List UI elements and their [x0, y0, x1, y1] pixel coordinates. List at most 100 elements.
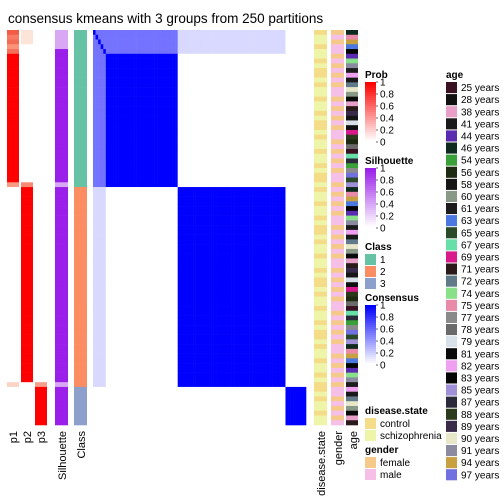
consensus-cell: [298, 39, 302, 45]
consensus-cell: [213, 139, 217, 145]
consensus-cell: [146, 139, 150, 145]
consensus-cell: [193, 53, 196, 59]
consensus-cell: [244, 139, 248, 145]
consensus-cell: [221, 91, 225, 97]
consensus-cell: [200, 177, 204, 183]
consensus-cell: [277, 101, 281, 107]
consensus-cell: [162, 110, 166, 116]
consensus-cell: [229, 87, 232, 93]
consensus-cell: [136, 168, 140, 174]
silhouette-cell: [55, 158, 68, 164]
consensus-cell: [221, 168, 225, 174]
consensus-cell: [175, 263, 178, 269]
consensus-cell: [146, 229, 150, 235]
consensus-cell: [113, 129, 117, 135]
class-cell: [74, 82, 87, 88]
consensus-cell: [157, 148, 161, 155]
consensus-cell: [282, 106, 286, 112]
consensus-cell: [136, 125, 140, 131]
consensus-cell: [282, 39, 286, 45]
consensus-cell: [288, 134, 291, 140]
consensus-cell: [187, 129, 191, 135]
consensus-cell: [134, 96, 137, 102]
consensus-cell: [108, 148, 112, 155]
consensus-cell: [136, 115, 140, 121]
consensus-cell: [244, 63, 248, 69]
consensus-cell: [229, 139, 232, 145]
consensus-cell: [95, 253, 99, 259]
consensus-cell: [195, 177, 199, 183]
consensus-cell: [223, 168, 227, 174]
consensus-cell: [110, 34, 114, 40]
consensus-cell: [195, 168, 199, 174]
consensus-cell: [280, 286, 284, 293]
consensus-cell: [177, 248, 181, 254]
prob-cell: [7, 306, 19, 312]
consensus-cell: [198, 286, 202, 293]
consensus-cell: [159, 82, 163, 88]
consensus-cell: [290, 248, 294, 254]
consensus-cell: [221, 53, 225, 59]
consensus-cell: [244, 215, 248, 221]
prob-cell: [7, 277, 19, 283]
consensus-cell: [141, 82, 145, 88]
consensus-cell: [128, 82, 132, 88]
consensus-cell: [239, 220, 243, 226]
consensus-cell: [185, 158, 189, 164]
consensus-cell: [236, 206, 240, 212]
consensus-cell: [295, 267, 299, 274]
consensus-cell: [177, 225, 181, 231]
consensus-cell: [139, 215, 143, 221]
consensus-cell: [226, 177, 230, 183]
class-cell: [74, 168, 87, 174]
prob-cell: [21, 363, 33, 369]
consensus-cell: [152, 168, 155, 174]
consensus-cell: [200, 129, 204, 135]
consensus-cell: [149, 248, 153, 254]
consensus-cell: [229, 49, 232, 55]
consensus-cell: [300, 58, 304, 64]
consensus-cell: [118, 34, 122, 40]
consensus-cell: [98, 168, 101, 174]
consensus-cell: [108, 253, 112, 259]
consensus-cell: [144, 210, 148, 216]
consensus-cell: [123, 182, 127, 188]
consensus-cell: [300, 34, 304, 40]
consensus-cell: [275, 239, 279, 245]
consensus-cell: [229, 30, 232, 36]
consensus-cell: [157, 153, 161, 159]
consensus-cell: [208, 53, 212, 59]
consensus-cell: [195, 206, 199, 212]
prob-cell: [7, 301, 19, 307]
consensus-cell: [128, 148, 132, 155]
consensus-cell: [100, 63, 104, 69]
consensus-cell: [144, 68, 148, 74]
prob-cell: [35, 320, 47, 326]
consensus-cell: [293, 272, 297, 278]
consensus-cell: [118, 82, 122, 88]
consensus-cell: [144, 148, 148, 155]
consensus-cell: [288, 239, 291, 245]
consensus-cell: [223, 196, 227, 202]
consensus-cell: [275, 163, 279, 169]
consensus-cell: [262, 239, 266, 245]
consensus-cell: [118, 68, 122, 74]
consensus-cell: [267, 72, 271, 78]
consensus-cell: [113, 115, 117, 121]
consensus-cell: [203, 39, 207, 45]
consensus-cell: [141, 49, 145, 55]
consensus-cell: [246, 182, 250, 188]
consensus-cell: [182, 44, 186, 50]
consensus-cell: [146, 106, 150, 112]
consensus-cell: [264, 234, 268, 240]
consensus-cell: [162, 286, 166, 293]
consensus-cell: [246, 134, 250, 140]
consensus-cell: [131, 96, 135, 102]
consensus-cell: [257, 267, 261, 274]
consensus-cell: [252, 225, 255, 231]
consensus-cell: [280, 239, 284, 245]
consensus-cell: [159, 139, 163, 145]
consensus-cell: [252, 77, 255, 83]
consensus-cell: [208, 34, 212, 40]
consensus-cell: [157, 263, 161, 269]
